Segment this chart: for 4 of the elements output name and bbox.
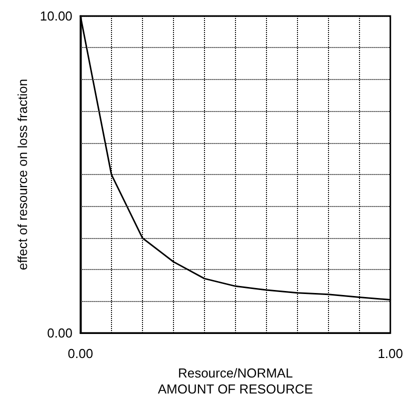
x-tick-label: 1.00	[378, 346, 404, 362]
y-tick-label: 10.00	[40, 8, 72, 24]
y-axis-title: effect of resource on loss fraction	[15, 78, 30, 270]
x-axis-title: Resource/NORMAL AMOUNT OF RESOURCE	[158, 366, 314, 396]
